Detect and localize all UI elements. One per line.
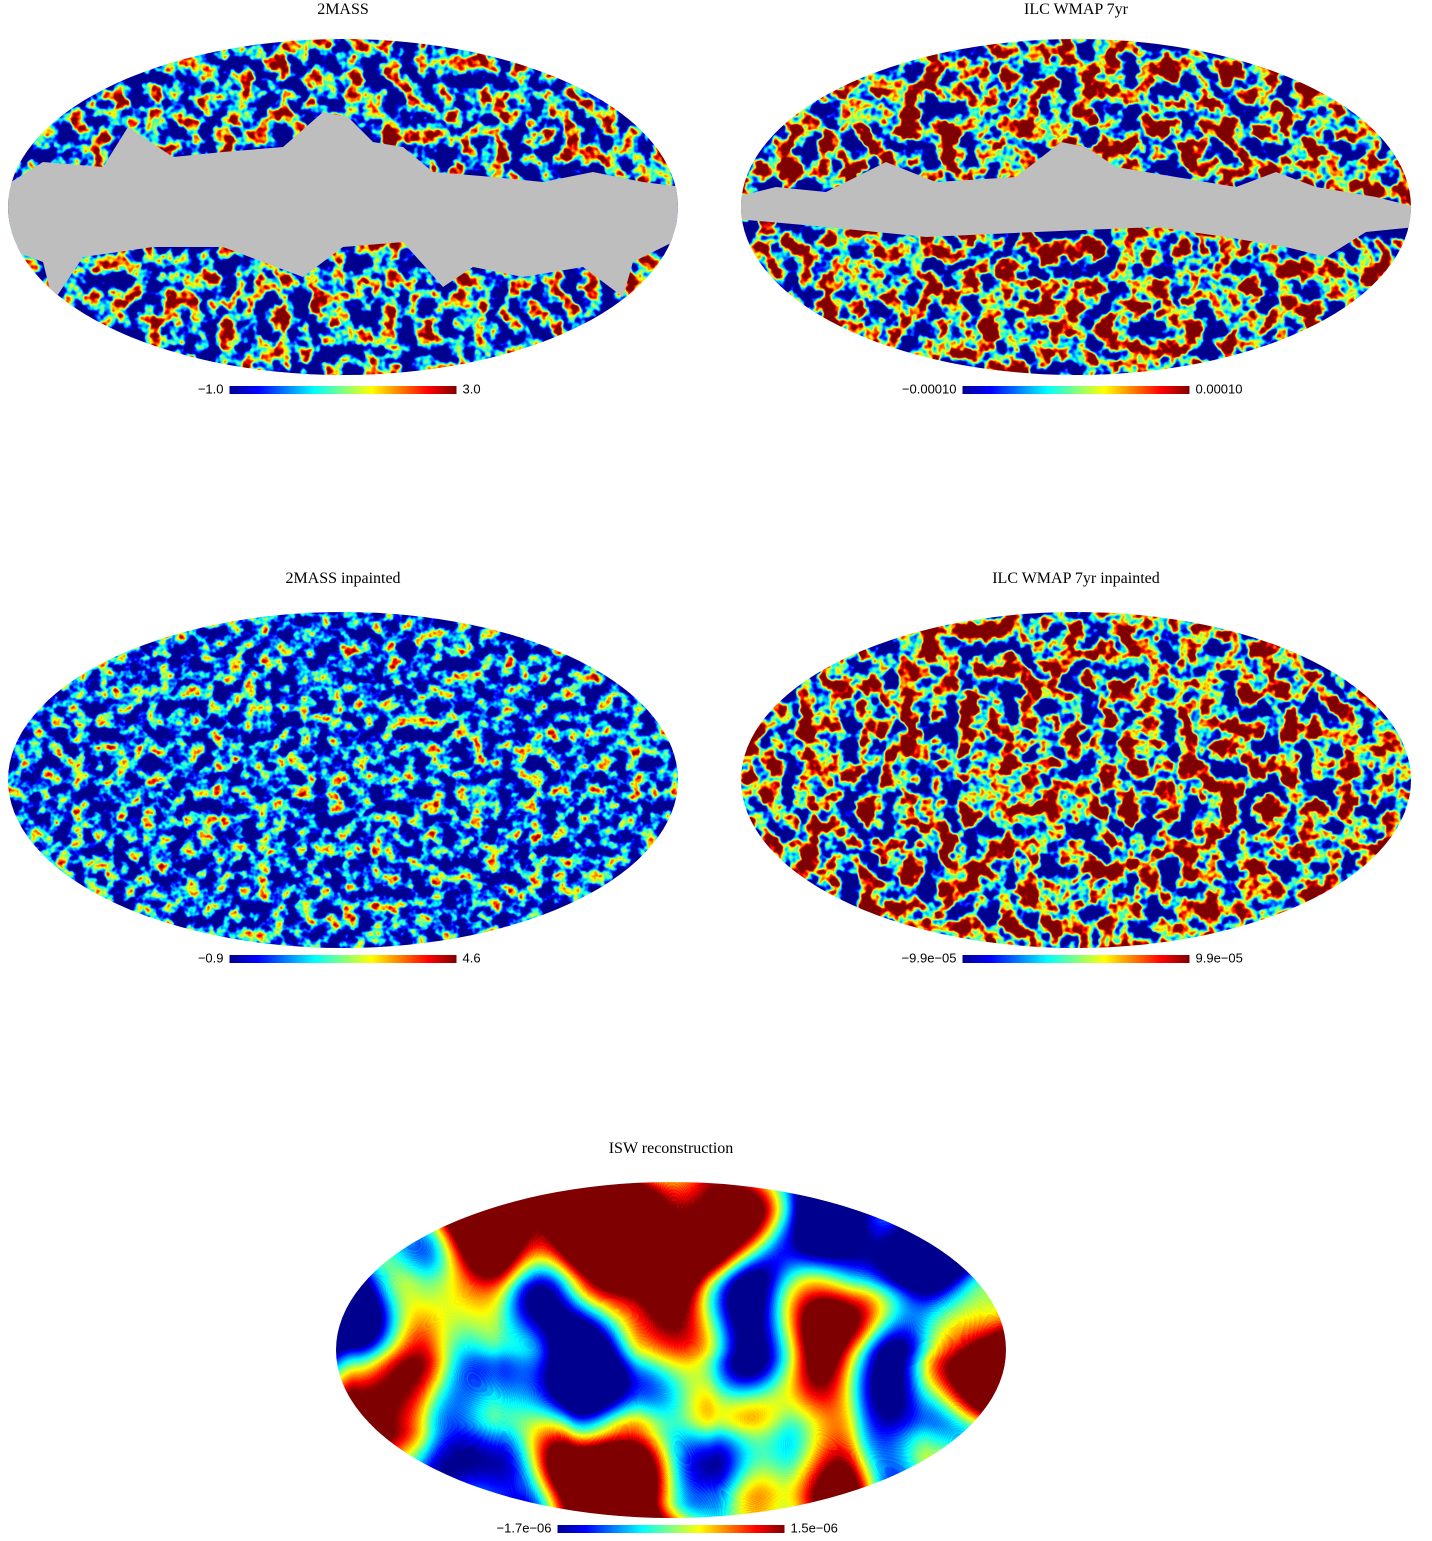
sky-map [8, 612, 678, 948]
colorbar-max-label: 4.6 [463, 950, 481, 965]
colorbar-max-label: 1.5e−06 [791, 1520, 838, 1535]
sky-map [736, 39, 1416, 375]
colorbar-max-label: 9.9e−05 [1196, 950, 1243, 965]
map-panel: ISW reconstruction −1.7e−06 1.5e−06 [336, 1140, 1006, 1535]
colorbar [963, 955, 1190, 963]
map-title: ILC WMAP 7yr inpainted [992, 570, 1160, 587]
map-field [741, 612, 1411, 948]
map-panel: 2MASS −1.0 3.0 [3, 1, 683, 396]
sky-map [336, 1182, 1006, 1518]
map-panel: 2MASS inpainted −0.9 4.6 [8, 570, 678, 965]
map-panel: ILC WMAP 7yr −0.00010 0.00010 [736, 1, 1416, 396]
colorbar-min-label: −1.7e−06 [497, 1520, 552, 1535]
colorbar [558, 1525, 785, 1533]
colorbar-min-label: −0.9 [198, 950, 224, 965]
colorbar-min-label: −0.00010 [902, 381, 957, 396]
figure: 2MASS −1.0 3.0 ILC WMAP 7yr −0.00010 0.00010 2… [0, 0, 1432, 1541]
sky-map [3, 39, 683, 375]
map-title: ISW reconstruction [609, 1140, 734, 1157]
colorbar-max-label: 0.00010 [1196, 381, 1243, 396]
map-field [8, 612, 678, 948]
sky-map [741, 612, 1411, 948]
colorbar-min-label: −9.9e−05 [902, 950, 957, 965]
map-title: 2MASS inpainted [285, 570, 400, 587]
colorbar [963, 386, 1190, 394]
colorbar-min-label: −1.0 [198, 381, 224, 396]
map-title: 2MASS [317, 1, 369, 18]
colorbar [230, 386, 457, 394]
map-field [336, 1182, 1006, 1518]
map-title: ILC WMAP 7yr [1024, 1, 1129, 18]
colorbar-max-label: 3.0 [463, 381, 481, 396]
map-panel: ILC WMAP 7yr inpainted −9.9e−05 9.9e−05 [741, 570, 1411, 965]
colorbar [230, 955, 457, 963]
